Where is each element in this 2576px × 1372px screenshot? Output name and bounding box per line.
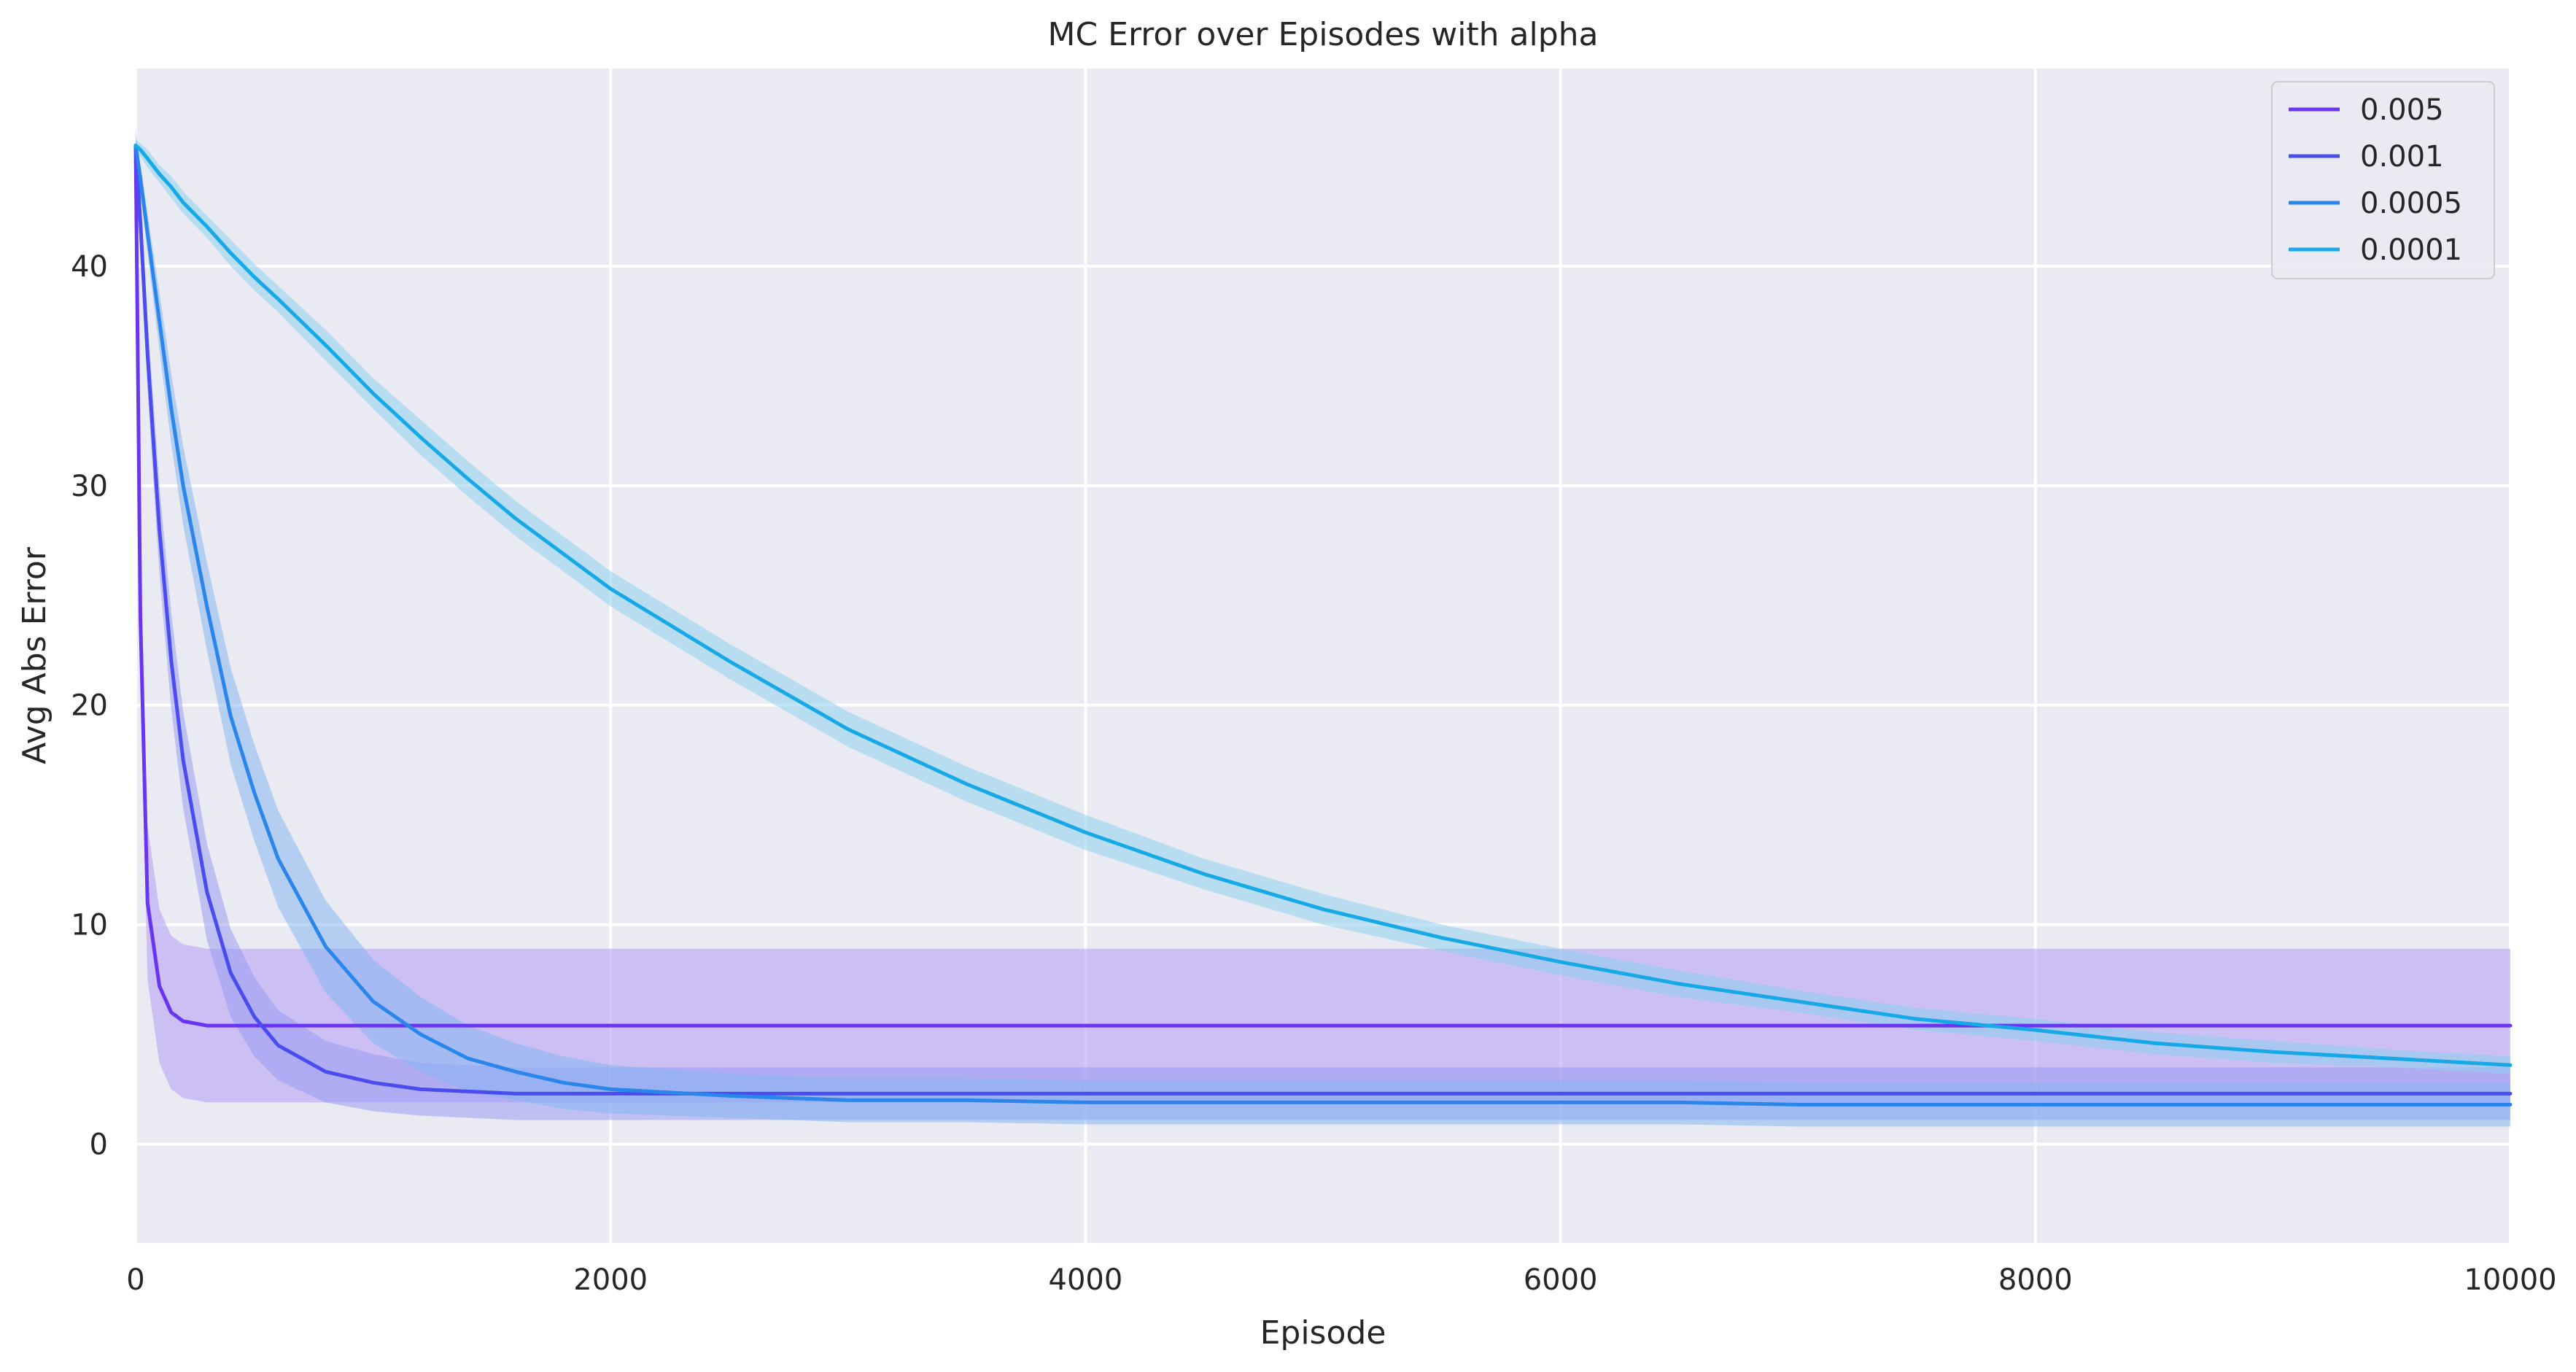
confidence-bands — [136, 123, 2510, 1127]
legend-label: 0.005 — [2360, 93, 2444, 127]
x-tick-label: 4000 — [1049, 1263, 1123, 1297]
legend-label: 0.0001 — [2360, 233, 2462, 267]
y-tick-label: 10 — [71, 909, 108, 942]
chart-title: MC Error over Episodes with alpha — [1047, 16, 1598, 53]
band-alpha-0.0001 — [136, 139, 2510, 1074]
legend-label: 0.0005 — [2360, 187, 2462, 220]
legend: 0.005 0.001 0.0005 0.0001 — [2271, 81, 2495, 279]
grid — [134, 69, 2512, 1243]
y-tick-label: 20 — [71, 689, 108, 723]
y-axis-ticks: 0 10 20 30 40 — [71, 250, 108, 1162]
y-tick-label: 30 — [71, 470, 108, 503]
x-axis-ticks: 0 2000 4000 6000 8000 10000 — [126, 1263, 2556, 1297]
line-alpha-0.005 — [133, 143, 2513, 1028]
y-tick-label: 40 — [71, 250, 108, 284]
legend-label: 0.001 — [2360, 140, 2444, 174]
y-tick-label: 0 — [90, 1128, 108, 1162]
x-tick-label: 0 — [126, 1263, 144, 1297]
x-tick-label: 6000 — [1524, 1263, 1598, 1297]
line-alpha-0.001 — [133, 143, 2513, 1096]
x-tick-label: 2000 — [573, 1263, 648, 1297]
series-lines — [133, 143, 2513, 1106]
x-tick-label: 10000 — [2464, 1263, 2556, 1297]
band-alpha-0.0005 — [136, 136, 2510, 1127]
x-tick-label: 8000 — [1998, 1263, 2073, 1297]
y-axis-label: Avg Abs Error — [16, 546, 53, 764]
line-alpha-0.0005 — [133, 143, 2513, 1106]
line-alpha-0.0001 — [133, 143, 2513, 1067]
x-axis-label: Episode — [1260, 1314, 1386, 1352]
legend-box — [2271, 81, 2495, 279]
